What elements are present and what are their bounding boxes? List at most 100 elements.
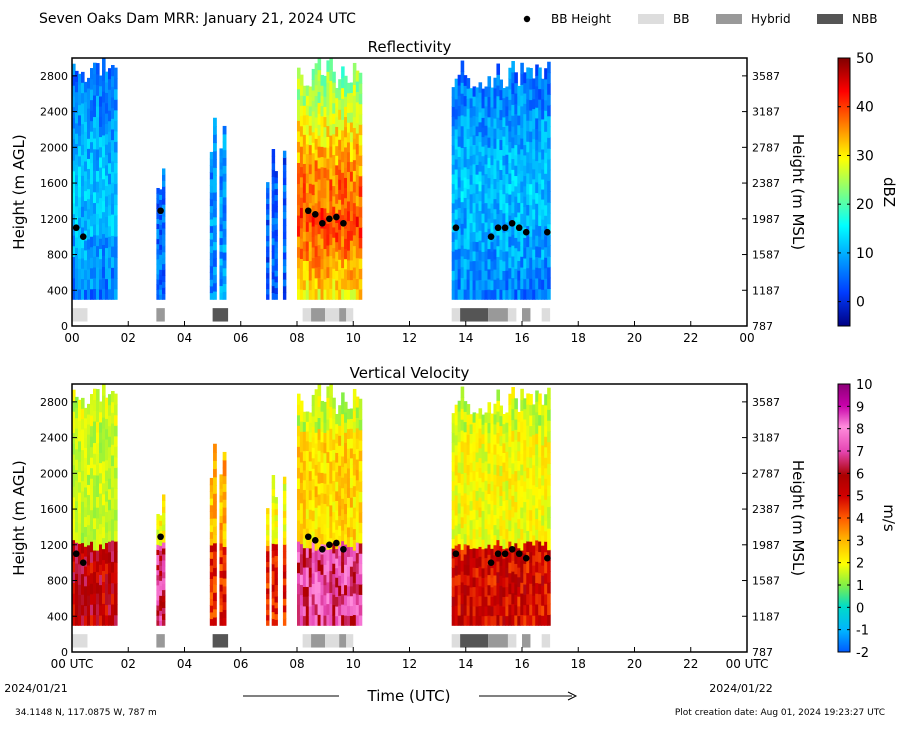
echo-cell <box>481 558 486 569</box>
echo-cell <box>344 472 348 484</box>
echo-cell <box>517 479 521 491</box>
echo-cell <box>302 260 307 271</box>
echo-cell <box>299 166 304 178</box>
echo-cell <box>311 184 316 196</box>
echo-cell <box>108 541 112 553</box>
echo-cell <box>517 470 521 481</box>
echo-cell <box>222 125 227 135</box>
echo-cell <box>329 603 333 615</box>
echo-cell <box>508 614 512 626</box>
echo-cell <box>346 122 351 133</box>
echo-cell <box>297 141 301 153</box>
echo-cell <box>266 240 270 247</box>
echo-cell <box>114 467 118 479</box>
echo-cell <box>517 518 521 529</box>
echo-cell <box>487 513 492 525</box>
echo-cell <box>493 594 498 606</box>
echo-cell <box>352 116 357 128</box>
echo-cell <box>222 220 227 229</box>
echo-cell <box>274 613 278 620</box>
echo-cell <box>487 503 492 515</box>
echo-cell <box>523 268 527 280</box>
echo-cell <box>535 433 539 445</box>
echo-cell <box>544 572 548 584</box>
echo-cell <box>478 210 483 221</box>
echo-cell <box>305 270 310 281</box>
echo-cell <box>532 474 536 486</box>
echo-cell <box>460 158 465 170</box>
echo-cell <box>162 595 166 603</box>
echo-cell <box>329 428 333 440</box>
echo-cell <box>213 282 217 292</box>
echo-cell <box>99 462 103 474</box>
echo-cell <box>111 582 115 594</box>
echo-cell <box>72 277 76 290</box>
echo-cell <box>72 74 76 86</box>
echo-cell <box>329 559 333 572</box>
echo-cell <box>326 592 330 605</box>
echo-cell <box>514 103 518 115</box>
echo-cell <box>511 190 515 203</box>
echo-cell <box>502 433 506 444</box>
echo-cell <box>493 208 498 220</box>
echo-cell <box>484 231 489 242</box>
echo-cell <box>326 516 330 529</box>
echo-cell <box>454 198 459 210</box>
echo-cell <box>502 509 506 521</box>
echo-cell <box>478 506 483 518</box>
echo-cell <box>499 99 503 111</box>
echo-cell <box>90 467 94 479</box>
echo-cell <box>520 571 524 583</box>
echo-cell <box>90 131 94 143</box>
echo-cell <box>475 451 480 463</box>
echo-cell <box>96 485 100 497</box>
echo-cell <box>517 202 521 213</box>
echo-cell <box>338 99 342 110</box>
echo-cell <box>105 185 109 197</box>
echo-cell <box>299 135 304 147</box>
echo-cell <box>478 121 483 133</box>
echo-cell <box>271 237 276 246</box>
echo-cell <box>532 605 536 616</box>
echo-cell <box>484 270 489 281</box>
echo-cell <box>93 73 97 85</box>
echo-cell <box>271 522 276 531</box>
echo-cell <box>493 178 498 190</box>
echo-cell <box>72 106 76 118</box>
echo-cell <box>514 470 518 482</box>
echo-cell <box>499 89 503 101</box>
legend-swatch-hybrid <box>716 14 742 24</box>
echo-cell <box>329 124 333 136</box>
echo-cell <box>84 239 88 251</box>
echo-cell <box>514 206 518 218</box>
echo-cell <box>511 212 515 225</box>
echo-cell <box>209 571 214 579</box>
echo-cell <box>541 444 545 456</box>
echo-cell <box>159 610 163 616</box>
echo-cell <box>156 213 160 219</box>
echo-cell <box>490 164 495 175</box>
echo-cell <box>490 509 495 520</box>
echo-cell <box>323 615 328 626</box>
echo-cell <box>96 170 100 182</box>
echo-cell <box>99 278 103 290</box>
echo-cell <box>305 508 310 519</box>
echo-cell <box>299 248 304 259</box>
echo-cell <box>496 170 501 182</box>
echo-cell <box>282 245 287 253</box>
bb-height-point <box>72 224 80 232</box>
echo-cell <box>499 455 503 467</box>
echo-cell <box>297 88 301 100</box>
echo-cell <box>222 514 227 524</box>
echo-cell <box>329 526 333 539</box>
echo-cell <box>87 198 91 210</box>
echo-cell <box>493 514 498 526</box>
echo-cell <box>222 499 227 508</box>
echo-cell <box>90 394 94 406</box>
echo-cell <box>466 554 471 566</box>
echo-cell <box>352 539 357 551</box>
echo-cell <box>308 528 313 539</box>
echo-cell <box>326 408 330 420</box>
echo-cell <box>535 75 539 87</box>
echo-cell <box>105 428 109 440</box>
